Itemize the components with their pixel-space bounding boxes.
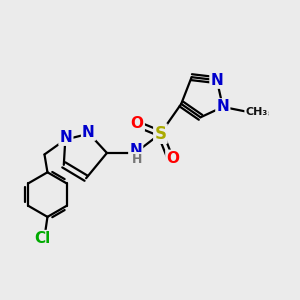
Text: N: N (129, 142, 142, 158)
Text: N: N (82, 125, 95, 140)
Text: O: O (167, 151, 179, 166)
Text: O: O (131, 116, 144, 131)
Text: N: N (216, 99, 229, 114)
Text: CH₃: CH₃ (245, 107, 268, 117)
Text: S: S (154, 125, 166, 143)
Text: CH₃: CH₃ (248, 108, 270, 118)
Text: N: N (211, 73, 223, 88)
Text: Cl: Cl (34, 231, 51, 246)
Text: N: N (59, 130, 72, 145)
Text: H: H (131, 153, 142, 166)
